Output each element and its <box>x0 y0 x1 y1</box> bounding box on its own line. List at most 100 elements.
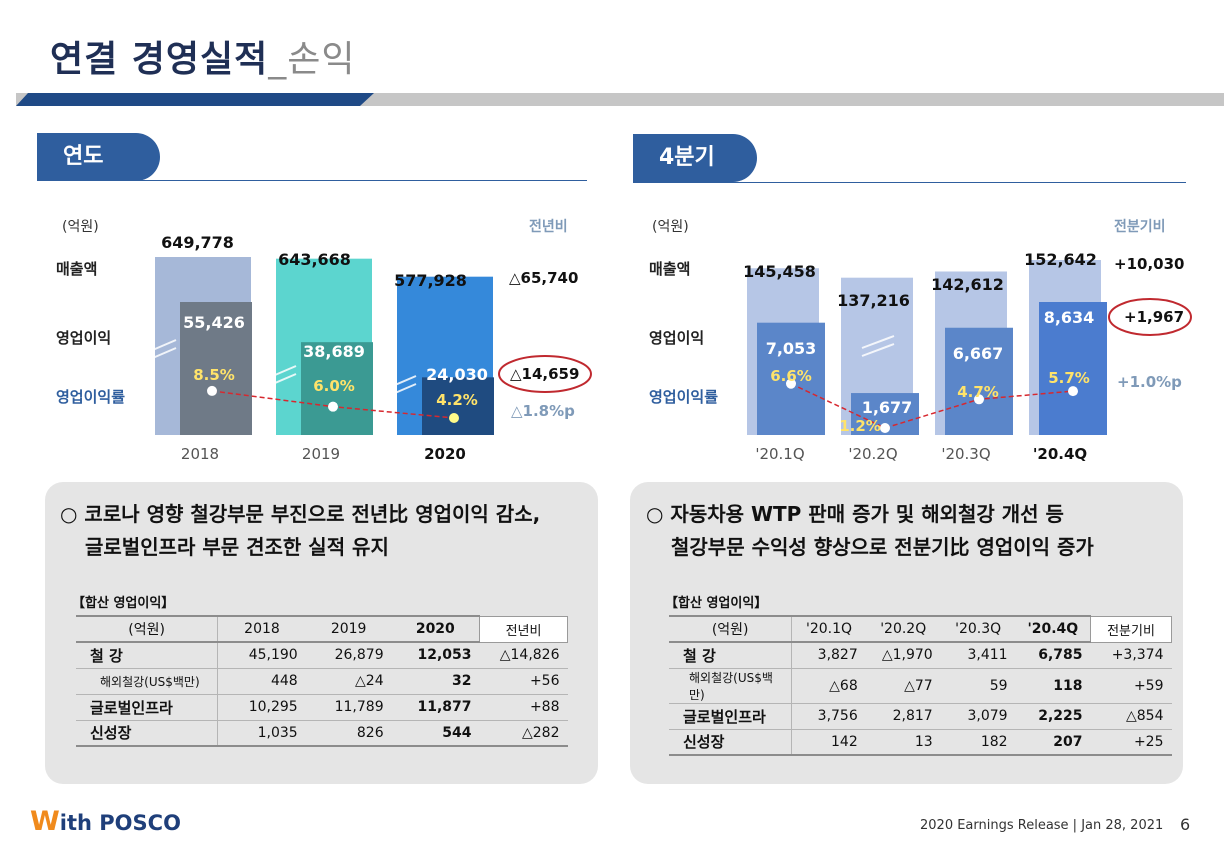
annual-cell: +56 <box>479 668 568 695</box>
annual-cell: 544 <box>391 720 480 747</box>
annual-revenue-value-2018: 649,778 <box>161 233 234 252</box>
annual-cell: 448 <box>217 668 306 695</box>
quarterly-delta-revenue: +10,030 <box>1114 255 1185 273</box>
annual-note-line-1: ○ 코로나 영향 철강부문 부진으로 전년比 영업이익 감소, <box>60 502 541 526</box>
annual-op-bars <box>180 302 494 435</box>
quarterly-cell: 182 <box>940 729 1016 756</box>
quarterly-th-1q: '20.1Q <box>791 615 866 643</box>
table-row: 글로벌인프라 3,756 2,817 3,079 2,225 △854 <box>669 703 1172 730</box>
quarterly-delta-margin: +1.0%p <box>1117 373 1182 391</box>
annual-op-value-2019: 38,689 <box>303 342 365 361</box>
annual-cell: 11,789 <box>305 694 392 721</box>
annual-revenue-value-2019: 643,668 <box>278 250 351 269</box>
annual-cell: +88 <box>479 694 568 721</box>
quarterly-th-compare: 전분기비 <box>1090 615 1172 643</box>
quarterly-cell: 2,817 <box>865 703 941 730</box>
annual-cell: △282 <box>479 720 568 747</box>
annual-th-compare: 전년비 <box>479 615 568 643</box>
annual-table: (억원) 2018 2019 2020 전년비 철 강 45,190 26,87… <box>76 615 568 747</box>
quarterly-row-label: 해외철강(US$백만) <box>669 668 792 704</box>
table-row: 철 강 45,190 26,879 12,053 △14,826 <box>76 642 568 669</box>
annual-row-label: 글로벌인프라 <box>76 694 218 721</box>
annual-op-bar-2020 <box>422 377 494 435</box>
annual-note: ○ 코로나 영향 철강부문 부진으로 전년比 영업이익 감소, 글로벌인프라 부… <box>60 498 590 564</box>
annual-row-label: 신성장 <box>76 720 218 747</box>
annual-xlabel-2020: 2020 <box>424 445 466 463</box>
table-row: 신성장 1,035 826 544 △282 <box>76 720 568 747</box>
quarterly-label-margin: 영업이익률 <box>649 388 719 406</box>
annual-cell: △14,826 <box>479 642 568 669</box>
annual-th-2018: 2018 <box>217 615 306 643</box>
annual-label-revenue: 매출액 <box>56 260 98 278</box>
quarterly-margin-label-4q: 5.7% <box>1048 369 1090 387</box>
annual-margin-dot-2019 <box>328 401 338 412</box>
release-info: 2020 Earnings Release | Jan 28, 2021 <box>920 818 1164 833</box>
quarterly-xlabel-3q: '20.3Q <box>941 445 991 463</box>
annual-cell: 45,190 <box>217 642 306 669</box>
table-row: 철 강 3,827 △1,970 3,411 6,785 +3,374 <box>669 642 1172 669</box>
quarterly-cell: +59 <box>1090 668 1172 704</box>
quarterly-compare-head: 전분기비 <box>1114 219 1166 235</box>
annual-section-line <box>37 180 587 181</box>
with-posco-logo-text: ith POSCO <box>59 811 181 835</box>
annual-unit: (억원) <box>62 219 99 235</box>
annual-th-unit: (억원) <box>76 615 218 643</box>
quarterly-margin-label-1q: 6.6% <box>770 367 812 385</box>
quarterly-cell: △77 <box>865 668 941 704</box>
quarterly-xlabel-1q: '20.1Q <box>755 445 805 463</box>
quarterly-op-bar-4q <box>1039 302 1107 435</box>
tab-annual: 연도 <box>37 133 160 181</box>
quarterly-cell: 3,827 <box>791 642 866 669</box>
annual-op-delta-circle <box>498 355 592 393</box>
annual-margin-dot-2018 <box>207 385 217 396</box>
with-posco-logo-w: W <box>30 806 60 837</box>
table-row: 해외철강(US$백만) △68 △77 59 118 +59 <box>669 668 1172 704</box>
quarterly-op-bars <box>757 302 1107 435</box>
page-title: 연결 경영실적_손익 <box>50 30 356 82</box>
quarterly-margin-dot-4q <box>1068 386 1078 397</box>
quarterly-revenue-value-2q: 137,216 <box>837 291 910 310</box>
table-row: 해외철강(US$백만) 448 △24 32 +56 <box>76 668 568 695</box>
quarterly-cell: +3,374 <box>1090 642 1172 669</box>
quarterly-note-line-2: 철강부문 수익성 향상으로 전분기比 영업이익 증가 <box>671 535 1094 559</box>
annual-cell: 11,877 <box>391 694 480 721</box>
quarterly-revenue-value-1q: 145,458 <box>743 262 816 281</box>
quarterly-note: ○ 자동차용 WTP 판매 증가 및 해외철강 개선 등 철강부문 수익성 향상… <box>646 498 1176 564</box>
annual-margin-label-2019: 6.0% <box>313 377 355 395</box>
quarterly-cell: △68 <box>791 668 866 704</box>
quarterly-cell: 6,785 <box>1015 642 1091 669</box>
annual-delta-op: △14,659 <box>510 365 580 383</box>
annual-label-margin: 영업이익률 <box>56 388 126 406</box>
annual-th-2020: 2020 <box>391 615 480 643</box>
quarterly-margin-dot-2q <box>880 423 890 433</box>
table-row: 신성장 142 13 182 207 +25 <box>669 729 1172 756</box>
quarterly-delta-op: +1,967 <box>1124 308 1185 326</box>
quarterly-chart <box>747 260 1192 435</box>
quarterly-xlabel-2q: '20.2Q <box>848 445 898 463</box>
annual-cell: 10,295 <box>217 694 306 721</box>
quarterly-op-value-4q: 8,634 <box>1043 308 1095 327</box>
quarterly-revenue-value-4q: 152,642 <box>1024 250 1097 269</box>
annual-compare-head: 전년비 <box>529 219 568 235</box>
quarterly-margin-label-2q: 1.2% <box>839 417 881 435</box>
annual-margin-label-2020: 4.2% <box>436 391 478 409</box>
quarterly-cell: 3,756 <box>791 703 866 730</box>
quarterly-cell: 59 <box>940 668 1016 704</box>
quarterly-row-label: 철 강 <box>669 642 792 669</box>
quarterly-op-value-1q: 7,053 <box>765 339 817 358</box>
quarterly-cell: △854 <box>1090 703 1172 730</box>
annual-table-title: 【합산 영업이익】 <box>72 596 175 611</box>
quarterly-margin-dot-1q <box>786 378 796 389</box>
annual-chart <box>147 257 592 435</box>
annual-margin-label-2018: 8.5% <box>193 366 235 384</box>
annual-label-op: 영업이익 <box>56 329 112 347</box>
quarterly-note-line-1: ○ 자동차용 WTP 판매 증가 및 해외철강 개선 등 <box>646 502 1064 526</box>
page-title-main: 연결 경영실적 <box>50 39 269 80</box>
page-number: 6 <box>1180 815 1191 834</box>
annual-cell: △24 <box>305 668 392 695</box>
annual-op-bar-2019 <box>301 342 373 435</box>
page-title-sub: _손익 <box>268 39 356 80</box>
quarterly-cell: 142 <box>791 729 866 756</box>
table-row: 글로벌인프라 10,295 11,789 11,877 +88 <box>76 694 568 721</box>
annual-cell: 12,053 <box>391 642 480 669</box>
